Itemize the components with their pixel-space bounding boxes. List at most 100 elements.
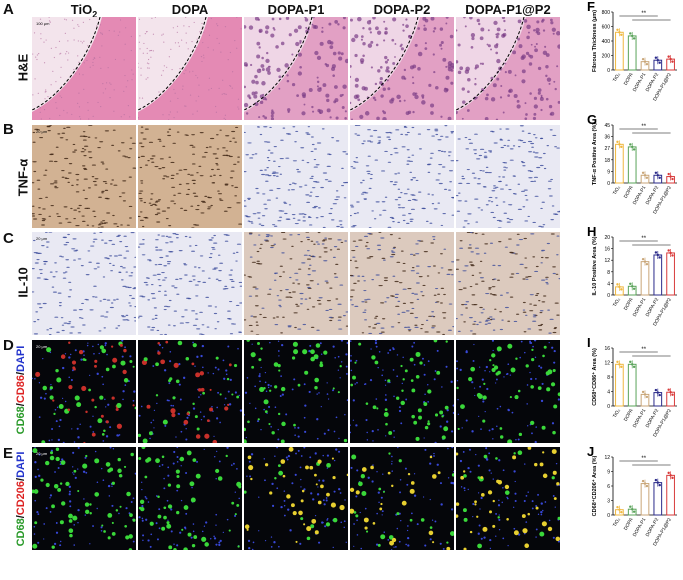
y-tick-label: 600 — [602, 25, 611, 31]
data-point — [620, 145, 623, 149]
data-point — [618, 285, 621, 289]
chart-j: J 0 3 6 9 12 CD68⁺CD206⁺ Area (%) TiO₂ DOPA DOPA-… — [587, 444, 683, 565]
y-tick-label: 0 — [607, 404, 610, 410]
data-point — [631, 34, 634, 38]
data-point — [654, 251, 658, 254]
scale-bar-label: 20 μm — [36, 451, 48, 456]
data-point — [620, 288, 623, 291]
bar — [653, 254, 663, 296]
data-point — [629, 505, 632, 508]
data-point — [654, 56, 658, 59]
bar — [640, 483, 650, 516]
data-point — [641, 57, 645, 61]
panel-label: G — [587, 113, 597, 127]
data-point — [616, 140, 619, 144]
data-point — [656, 174, 659, 177]
bar — [666, 252, 675, 296]
data-point — [641, 390, 645, 394]
data-point — [667, 249, 670, 252]
micrograph-e-4 — [350, 447, 454, 550]
data-point — [658, 61, 661, 64]
bar — [627, 363, 637, 407]
x-tick-label: DOPA — [623, 184, 635, 199]
x-tick-label: TiO₂ — [612, 297, 622, 308]
y-tick-label: 800 — [602, 10, 611, 16]
data-point — [654, 478, 658, 482]
data-point — [629, 32, 632, 35]
data-point — [618, 508, 621, 511]
data-point — [667, 471, 670, 475]
micrograph-d-3 — [244, 340, 348, 443]
data-point — [658, 256, 661, 259]
data-point — [616, 28, 619, 31]
data-point — [656, 253, 659, 257]
scale-bar-label: 20 μm — [36, 129, 48, 134]
micrograph-d-2 — [138, 340, 242, 443]
data-point — [629, 282, 632, 285]
data-point — [667, 55, 670, 58]
y-tick-label: 36 — [604, 135, 610, 141]
sig-marker: ** — [641, 11, 646, 17]
data-point — [658, 393, 661, 397]
data-point — [618, 363, 621, 366]
panel-label-d: D — [3, 337, 14, 354]
data-point — [620, 510, 623, 514]
bar — [640, 261, 650, 296]
data-point — [629, 360, 632, 364]
row-label-tnf: TNF-α — [15, 158, 31, 197]
data-point — [641, 171, 645, 174]
sig-marker: ** — [641, 236, 646, 242]
data-point — [667, 172, 670, 176]
micrograph-e-5 — [456, 447, 560, 550]
micrograph-b-1: 20 μm — [32, 125, 136, 228]
row-label-cd206: CD68/CD206/DAPI — [15, 451, 27, 547]
scale-bar-label: 20 μm — [36, 236, 48, 241]
scale-bar-label: 20 μm — [36, 344, 48, 349]
data-point — [656, 391, 659, 394]
micrograph-c-2 — [138, 232, 242, 335]
data-point — [671, 476, 674, 480]
data-point — [632, 510, 636, 513]
data-point — [645, 484, 649, 488]
y-tick-label: 27 — [604, 146, 610, 152]
sig-marker: ** — [641, 347, 646, 353]
y-tick-label: 4 — [607, 281, 610, 287]
micrograph-c-3 — [244, 232, 348, 335]
data-point — [654, 388, 658, 392]
y-tick-label: 18 — [604, 158, 610, 164]
data-point — [618, 143, 621, 146]
y-axis-label: TNF-α Positive Area (%) — [592, 123, 598, 185]
chart-g: G 0 9 18 27 36 45 TNF-α Positive Area (%) TiO₂ DO… — [587, 112, 683, 233]
micrograph-a-1: 100 μm — [32, 17, 136, 120]
data-point — [620, 365, 623, 369]
y-tick-label: 0 — [607, 68, 610, 74]
column-header: DOPA — [171, 2, 209, 17]
micrograph-e-2 — [138, 447, 242, 550]
micrograph-a-4 — [350, 17, 454, 120]
column-header: TiO2 — [70, 2, 98, 20]
data-point — [656, 59, 659, 62]
y-tick-label: 20 — [604, 235, 610, 241]
y-tick-label: 9 — [607, 169, 610, 175]
bar — [615, 143, 624, 184]
data-point — [643, 260, 647, 263]
x-tick-label: TiO₂ — [612, 408, 622, 419]
sig-marker: ** — [641, 124, 646, 130]
data-point — [632, 365, 636, 369]
data-point — [671, 60, 674, 63]
panel-label: H — [587, 225, 596, 239]
data-point — [643, 174, 647, 177]
y-tick-label: 0 — [607, 181, 610, 187]
x-tick-label: TiO₂ — [612, 72, 622, 83]
x-tick-label: DOPA — [623, 516, 635, 531]
bar — [627, 146, 637, 184]
y-tick-label: 6 — [607, 484, 610, 490]
column-header: DOPA-P1 — [267, 2, 325, 17]
data-point — [669, 57, 672, 61]
data-point — [645, 262, 649, 266]
data-point — [629, 143, 632, 146]
y-tick-label: 0 — [607, 513, 610, 519]
data-point — [654, 171, 658, 174]
data-point — [643, 393, 647, 396]
data-point — [632, 37, 636, 40]
